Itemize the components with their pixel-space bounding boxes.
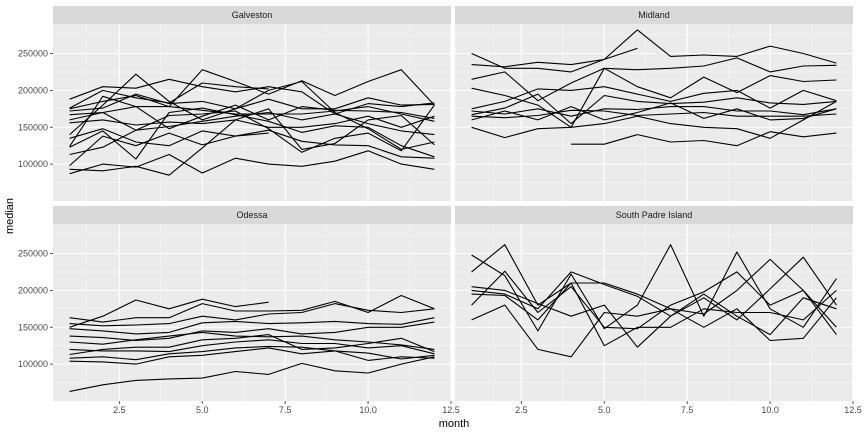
series-line (471, 109, 837, 119)
strip-label: Midland (638, 10, 670, 20)
series-line (69, 334, 435, 356)
x-tick-label: 12.5 (442, 405, 460, 415)
series-line (69, 78, 435, 115)
series-line (69, 115, 435, 128)
x-axis-title: month (439, 418, 470, 430)
series-line (471, 67, 837, 128)
series-line (69, 107, 435, 160)
series-line (69, 294, 435, 323)
y-tick-label: 250000 (18, 249, 48, 259)
strip-background (455, 206, 853, 224)
panel-background (53, 224, 451, 401)
series-line (69, 150, 435, 175)
strip-label: South Padre Island (616, 210, 693, 220)
y-axis-title: median (4, 198, 16, 234)
y-tick-label: 100000 (18, 359, 48, 369)
series-line (69, 317, 435, 335)
series-line (69, 339, 435, 355)
strip-background (53, 206, 451, 224)
y-tick-label: 150000 (18, 322, 48, 332)
panel-midland: Midland (455, 6, 854, 201)
panels-layer: Galveston 100000 150000 200000 250000 Midland… (18, 6, 862, 415)
series-line (471, 282, 837, 347)
series-line (471, 86, 837, 110)
strip-label: Galveston (232, 10, 273, 20)
series-line (69, 95, 435, 147)
series-line (471, 270, 837, 335)
strip-background (53, 6, 451, 24)
x-tick-label: 12.5 (844, 405, 862, 415)
y-tick-label: 250000 (18, 49, 48, 59)
series-line (471, 93, 837, 125)
x-tick-label: 7.5 (279, 405, 292, 415)
y-tick-label: 150000 (18, 122, 48, 132)
series-line (69, 356, 435, 392)
strip-label: Odessa (236, 210, 267, 220)
series-line (571, 131, 837, 147)
series-line (471, 102, 837, 121)
series-line (69, 303, 435, 327)
y-tick-label: 200000 (18, 85, 48, 95)
x-tick-label: 2.5 (515, 405, 528, 415)
y-tick-label: 100000 (18, 159, 48, 169)
series-line (471, 297, 837, 358)
series-line (69, 128, 269, 147)
series-line (471, 244, 837, 332)
panel-south-padre-island: South Padre Island 2.5 5.0 7.5 10.0 12.5 (455, 206, 862, 415)
x-tick-label: 7.5 (681, 405, 694, 415)
series-line (471, 100, 837, 139)
series-line (69, 104, 435, 156)
panel-galveston: Galveston 100000 150000 200000 250000 (18, 6, 452, 201)
series-line (69, 345, 435, 361)
series-line (69, 347, 435, 365)
series-line (69, 298, 269, 328)
series-line (471, 244, 837, 328)
x-tick-label: 5.0 (598, 405, 611, 415)
y-tick-label: 200000 (18, 285, 48, 295)
x-tick-label: 10.0 (359, 405, 377, 415)
series-line (69, 73, 435, 150)
x-tick-label: 10.0 (761, 405, 779, 415)
x-tick-label: 2.5 (113, 405, 126, 415)
panel-odessa: Odessa 100000 150000 200000 250000 2.5 5.0 7.5 1… (18, 206, 460, 415)
series-line (471, 29, 837, 73)
series-line (69, 129, 435, 167)
series-line (471, 286, 837, 348)
strip-background (455, 6, 853, 24)
x-tick-label: 5.0 (196, 405, 209, 415)
series-line (69, 82, 269, 109)
